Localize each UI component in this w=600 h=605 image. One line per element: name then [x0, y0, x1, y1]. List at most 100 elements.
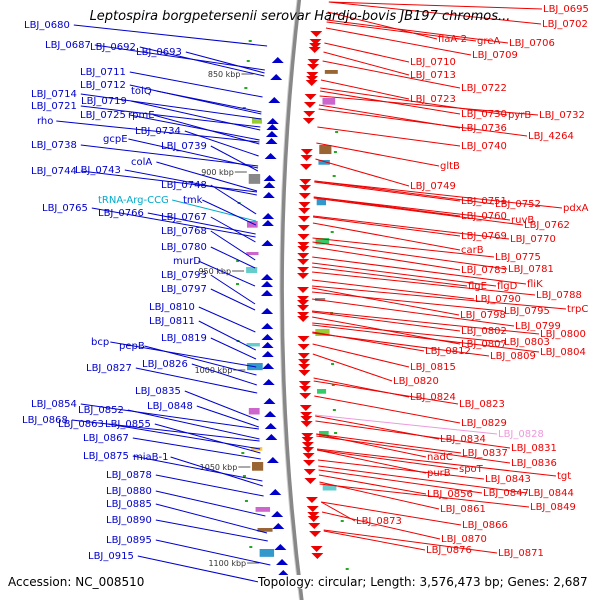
gene-label-lbj_0856: LBJ_0856: [427, 489, 473, 500]
gene-label-lbj_0680: LBJ_0680: [24, 20, 70, 31]
gc-marker: [248, 40, 252, 42]
forward-gene-arrow: [261, 334, 274, 340]
label-connector: [132, 437, 261, 460]
label-connector: [324, 42, 410, 63]
label-connector: [155, 539, 271, 566]
label-connector: [323, 529, 498, 554]
gene-label-lbj_0836: LBJ_0836: [511, 458, 557, 469]
gene-label-lbj_0768: LBJ_0768: [161, 226, 207, 237]
gene-label-lbj_0797: LBJ_0797: [161, 284, 207, 295]
label-connector: [155, 490, 266, 517]
reverse-gene-arrow: [298, 364, 311, 370]
reverse-gene-arrow: [298, 193, 311, 199]
label-connector: [210, 246, 256, 269]
gene-label-pyrb: pyrB: [508, 110, 531, 121]
gene-label-lbj_0867: LBJ_0867: [83, 433, 129, 444]
reverse-gene-arrow: [297, 242, 310, 248]
reverse-gene-arrow: [307, 516, 320, 522]
gene-label-lbj_0802: LBJ_0802: [461, 326, 507, 337]
label-connector: [210, 184, 257, 215]
accession-label: Accession: NC_008510: [8, 575, 145, 589]
gene-label-lbj_0880: LBJ_0880: [106, 486, 152, 497]
gene-label-pepb: pepB: [119, 341, 145, 352]
label-connector: [323, 51, 410, 76]
forward-gene-arrow: [261, 342, 274, 348]
feature-block: [315, 298, 326, 302]
forward-gene-arrow: [271, 57, 284, 63]
label-connector: [56, 120, 260, 143]
reverse-gene-arrow: [302, 118, 315, 124]
label-connector: [80, 93, 261, 120]
label-connector: [129, 71, 263, 98]
reverse-gene-arrow: [297, 253, 310, 259]
gene-label-lbj_0734: LBJ_0734: [135, 126, 181, 137]
reverse-gene-arrow: [297, 259, 310, 265]
gc-marker: [242, 475, 246, 477]
gene-label-lbj_0798: LBJ_0798: [460, 310, 506, 321]
gc-marker: [246, 60, 250, 62]
gene-label-lbj_0811: LBJ_0811: [149, 316, 195, 327]
label-connector: [313, 215, 510, 240]
reverse-gene-arrow: [297, 296, 310, 302]
label-connector: [316, 435, 511, 464]
gc-marker: [333, 151, 337, 153]
label-connector: [129, 114, 260, 141]
label-connector: [312, 322, 504, 343]
gene-label-gltb: gltB: [440, 161, 460, 172]
label-connector: [129, 84, 262, 115]
forward-gene-arrow: [264, 153, 277, 159]
ruler-label: 1100 kbp: [208, 559, 246, 568]
label-connector: [326, 21, 477, 42]
forward-gene-arrow: [262, 379, 275, 385]
label-connector: [147, 212, 256, 235]
reverse-gene-arrow: [297, 234, 310, 240]
gene-label-lbj_0915: LBJ_0915: [88, 551, 134, 562]
label-connector: [318, 465, 528, 494]
gene-label-lbj_0871: LBJ_0871: [498, 548, 544, 559]
feature-block: [246, 252, 259, 256]
gene-label-lbj_0719: LBJ_0719: [81, 96, 127, 107]
label-connector: [91, 207, 256, 238]
label-connector: [320, 87, 508, 116]
feature-block: [252, 118, 262, 124]
label-connector: [156, 161, 258, 192]
feature-block: [259, 549, 275, 557]
gene-label-lbj_4264: LBJ_4264: [528, 131, 574, 142]
label-connector: [316, 142, 440, 167]
gc-marker: [331, 363, 335, 365]
gene-label-grea: greA: [477, 36, 500, 47]
label-connector: [312, 241, 508, 270]
forward-gene-arrow: [265, 138, 278, 144]
feature-block: [322, 485, 337, 491]
feature-block: [255, 507, 271, 512]
reverse-gene-arrow: [304, 94, 317, 100]
gene-label-lbj_0824: LBJ_0824: [410, 392, 456, 403]
gene-label-lbj_0819: LBJ_0819: [161, 333, 207, 344]
label-connector: [312, 353, 393, 382]
label-connector: [155, 474, 264, 497]
reverse-gene-arrow: [303, 102, 316, 108]
label-connector: [323, 530, 426, 551]
reverse-gene-arrow: [298, 386, 311, 392]
reverse-gene-arrow: [298, 202, 311, 208]
label-connector: [316, 433, 462, 454]
gene-label-lbj_0855: LBJ_0855: [105, 419, 151, 430]
gene-label-lbj_0870: LBJ_0870: [441, 534, 487, 545]
gene-label-lbj_0712: LBJ_0712: [80, 80, 126, 91]
reverse-gene-arrow: [298, 370, 311, 376]
reverse-gene-arrow: [307, 59, 320, 65]
label-connector: [326, 19, 509, 44]
forward-gene-arrow: [272, 523, 285, 529]
gc-marker: [236, 283, 240, 285]
reverse-gene-arrow: [297, 316, 310, 322]
reverse-gene-arrow: [297, 287, 309, 293]
gc-marker: [244, 500, 248, 502]
gene-label-lbj_0692: LBJ_0692: [90, 42, 136, 53]
label-connector: [137, 555, 273, 586]
gene-label-lbj_0831: LBJ_0831: [511, 443, 557, 454]
gene-label-lbj_0875: LBJ_0875: [83, 451, 129, 462]
label-connector: [80, 144, 259, 167]
reverse-gene-arrow: [307, 64, 320, 70]
